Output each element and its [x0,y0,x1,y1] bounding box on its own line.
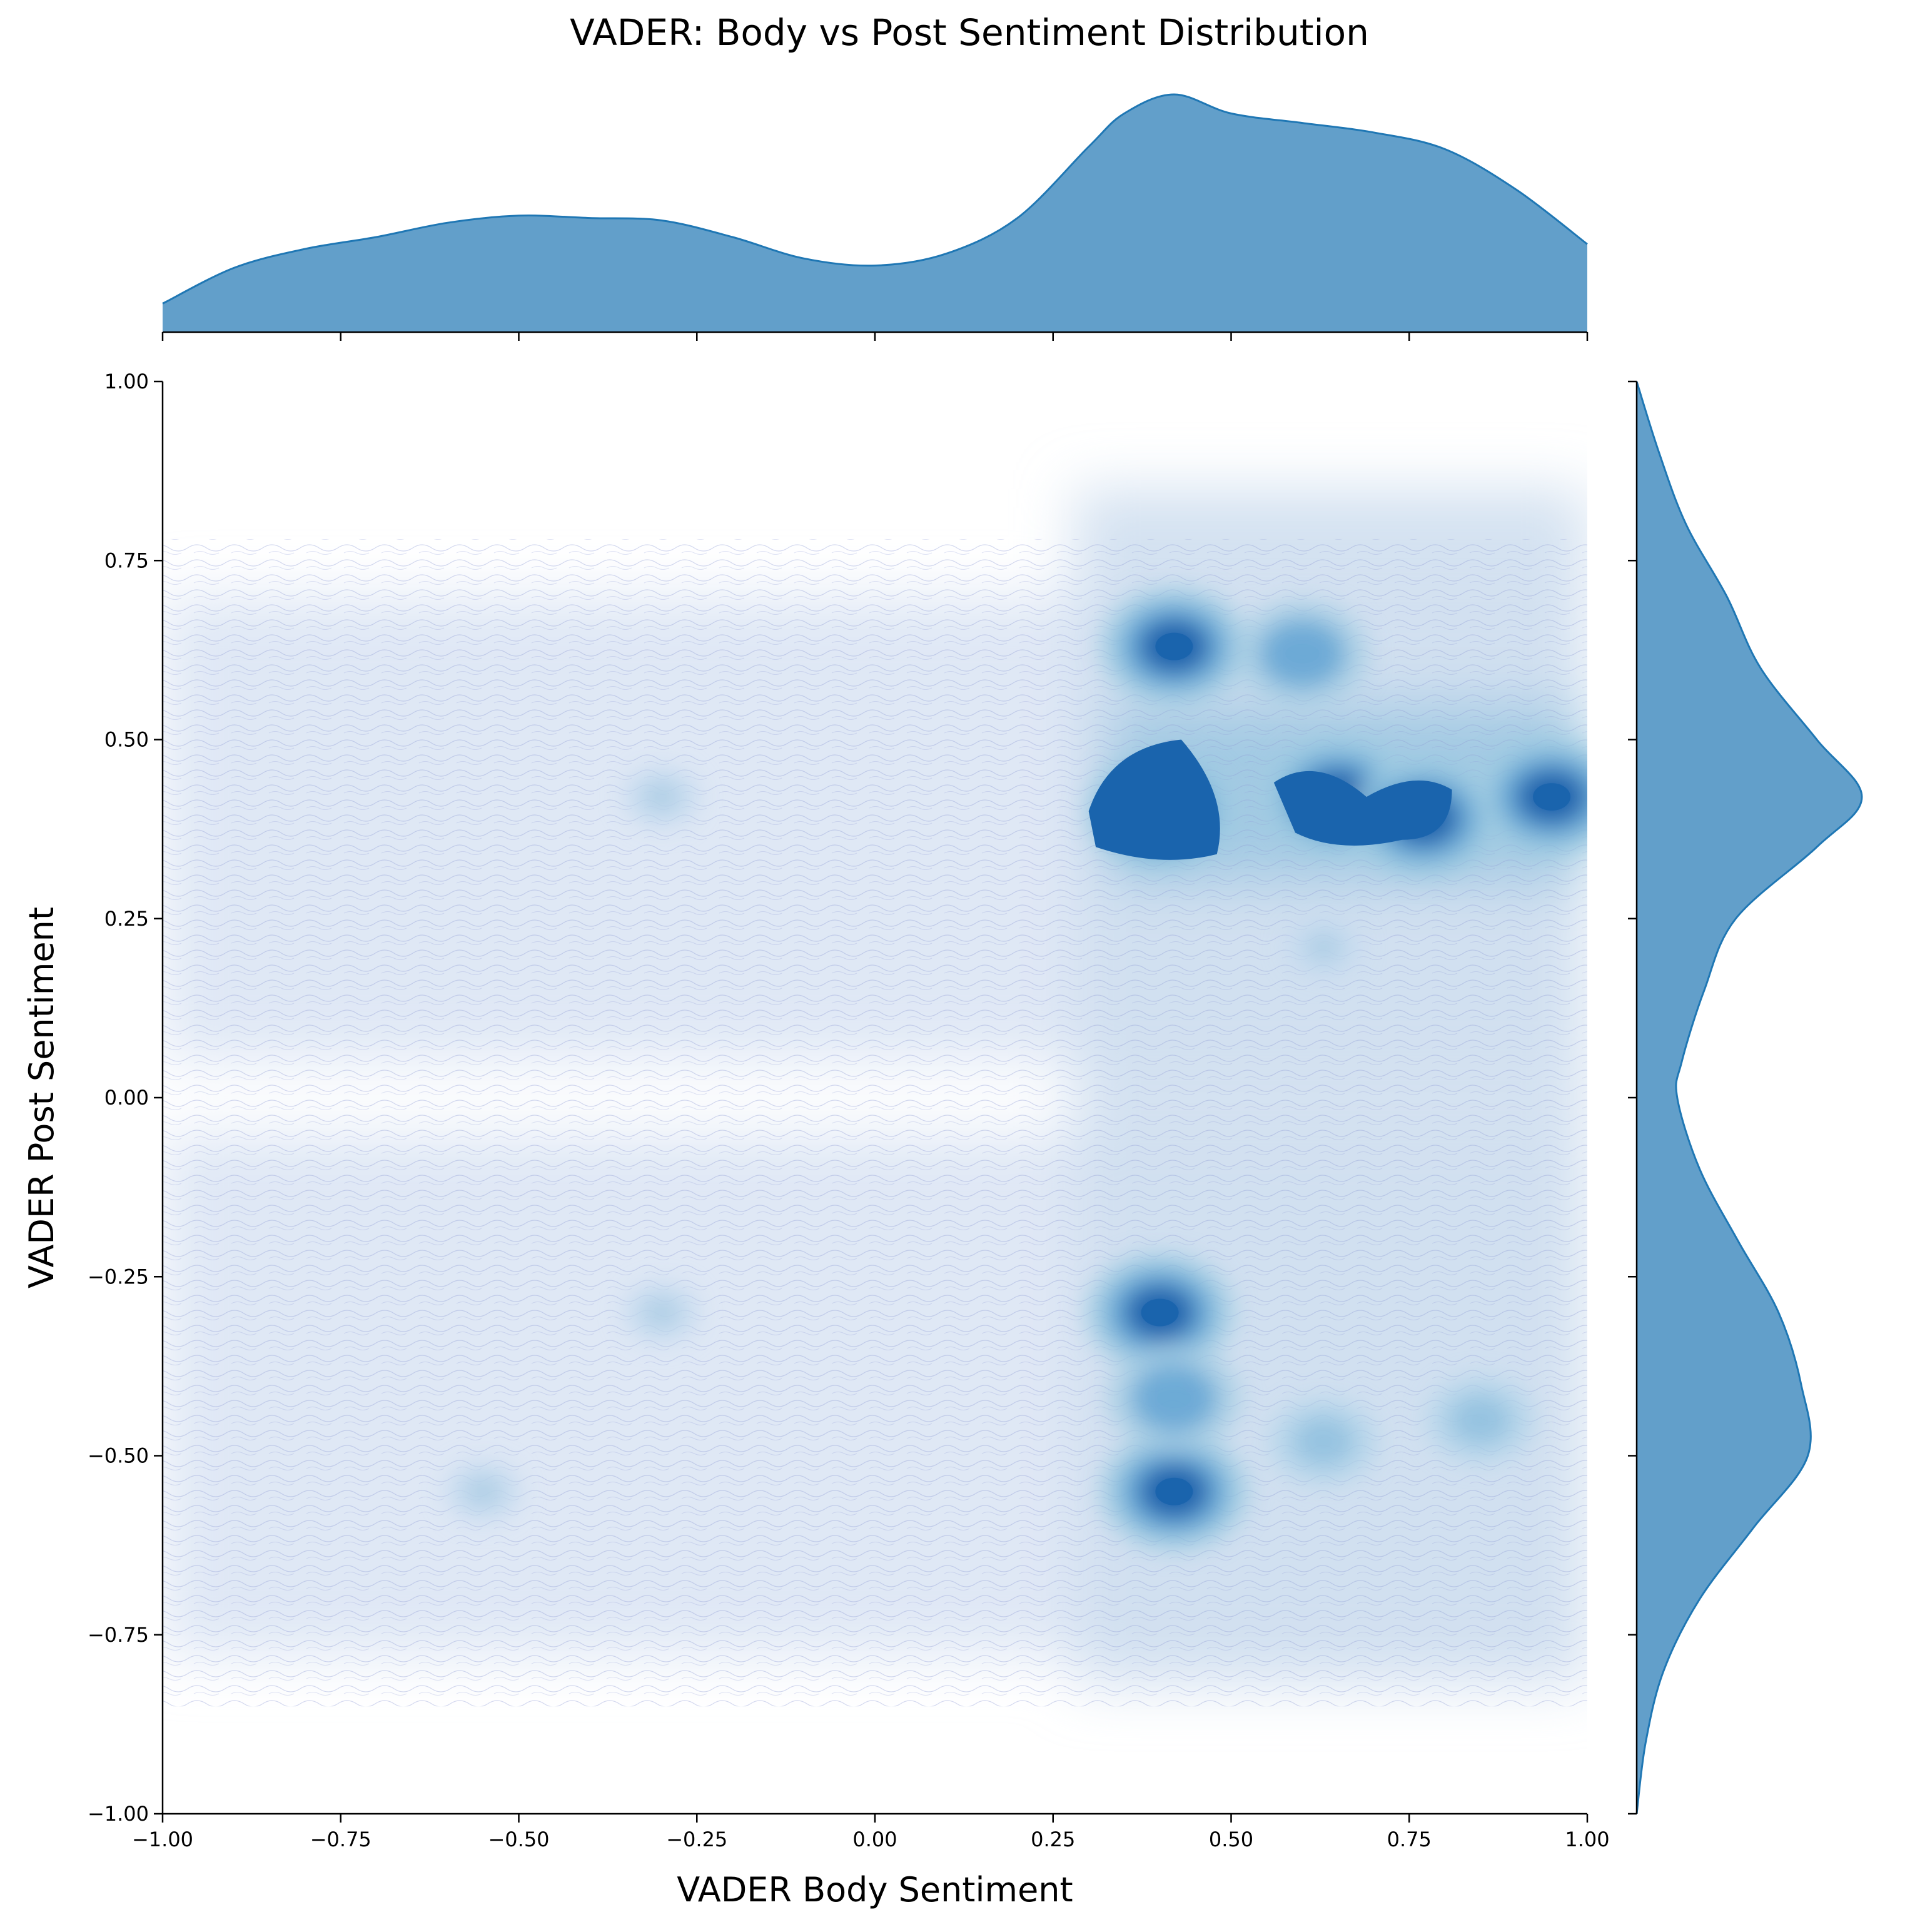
y-tick-label: −0.75 [88,1623,149,1647]
x-tick-label: 0.00 [852,1828,897,1851]
y-tick-label: 0.75 [104,549,149,572]
y-tick-label: 0.50 [104,728,149,752]
x-tick-label: 1.00 [1565,1828,1609,1851]
y-tick-label: 0.25 [104,907,149,931]
x-tick-label: 0.75 [1387,1828,1432,1851]
marginal-kde-x [161,93,1589,341]
y-tick-label: 1.00 [104,370,149,393]
x-axis-label: VADER Body Sentiment [677,1870,1073,1909]
axes: −1.00 −0.75 −0.50 −0.25 0.00 0.25 0.50 0.75 1.00… [88,370,1610,1851]
y-axis-label: VADER Post Sentiment [22,906,61,1289]
y-tick-label: −0.25 [88,1265,149,1288]
marginal-kde-y [1628,380,1863,1815]
y-tick-label: 0.00 [104,1086,149,1110]
x-tick-label: 0.25 [1031,1828,1075,1851]
x-tick-label: −0.50 [488,1828,549,1851]
joint-kde-area [163,488,1587,1707]
y-tick-label: −1.00 [88,1802,149,1826]
x-tick-label: 0.50 [1209,1828,1253,1851]
y-tick-label: −0.50 [88,1444,149,1468]
x-tick-label: −0.75 [310,1828,371,1851]
chart-title: VADER: Body vs Post Sentiment Distributi… [570,11,1369,54]
x-tick-label: −1.00 [132,1828,193,1851]
x-tick-label: −0.25 [666,1828,727,1851]
